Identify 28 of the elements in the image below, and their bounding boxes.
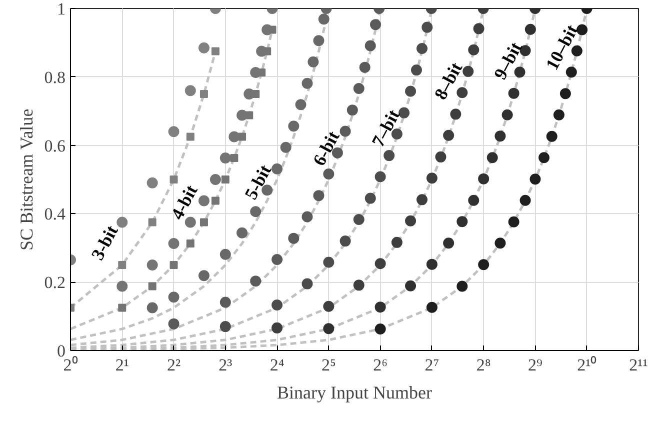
y-tick-label: 0.8 (44, 68, 66, 87)
x-tick-label: 2³ (218, 356, 232, 374)
annotation: 4-bit (166, 182, 202, 223)
annotation: 9–bit (490, 38, 526, 83)
x-tick-label: 2⁰ (63, 356, 78, 374)
x-tick-label: 2¹⁰ (577, 356, 597, 374)
y-tick-label: 0.2 (44, 273, 66, 292)
x-tick-label: 2⁹ (528, 356, 543, 374)
x-tick-label: 2⁶ (373, 356, 388, 374)
x-tick-label: 2⁸ (476, 356, 491, 374)
annotation: 6-bit (308, 128, 344, 169)
y-tick-label: 0.4 (44, 204, 66, 224)
x-tick-label: 2⁴ (270, 356, 284, 374)
x-tick-label: 2¹ (115, 356, 129, 374)
annotation: 8–bit (430, 59, 466, 103)
y-tick-label: 0.6 (44, 136, 66, 156)
x-tick-label: 2² (166, 356, 181, 374)
x-axis-title: Binary Input Number (277, 382, 432, 402)
x-tick-label: 2⁷ (424, 356, 440, 374)
annotation: 3-bit (87, 222, 122, 264)
annotation: 7–bit (368, 106, 404, 150)
y-tick-label: 1 (57, 0, 66, 18)
y-axis-title: SC Bitstream Value (16, 108, 36, 250)
x-tick-label: 2¹¹ (629, 356, 648, 374)
annotation: 5-bit (240, 161, 276, 203)
y-tick-label: 0 (57, 342, 66, 360)
x-tick-label: 2⁵ (321, 356, 336, 374)
annotation: 10–bit (542, 21, 582, 74)
